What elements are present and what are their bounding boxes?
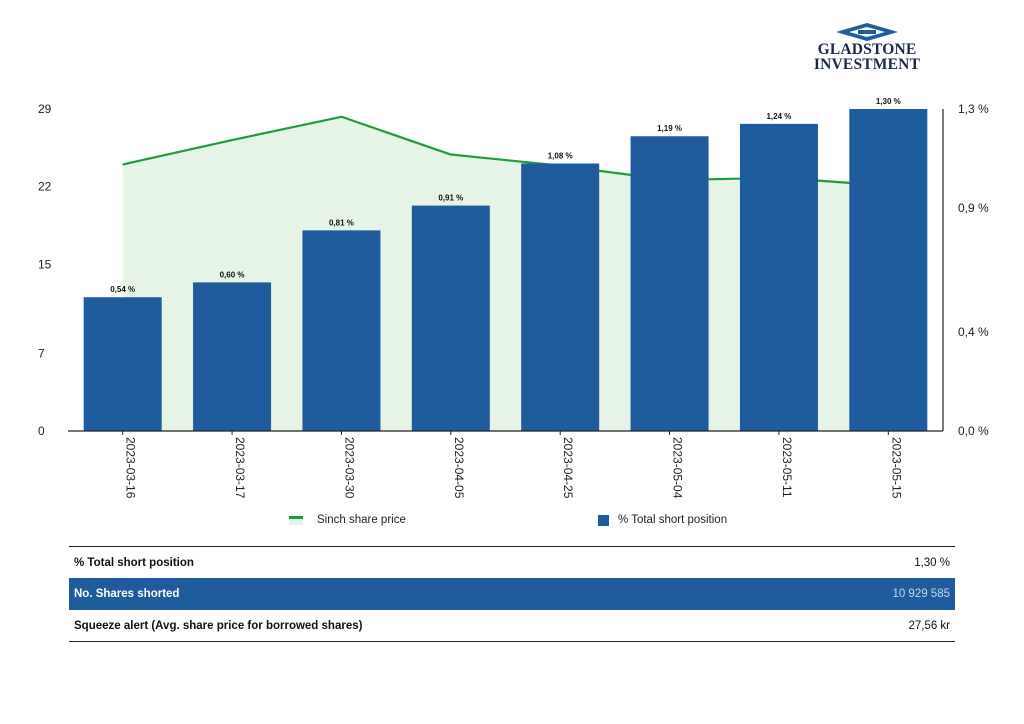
bar-value-label: 0,54 % xyxy=(110,285,135,294)
right-axis-tick-label: 0,0 % xyxy=(958,424,989,438)
x-axis-tick-label: 2023-05-11 xyxy=(780,437,794,498)
short-position-bar xyxy=(630,136,709,431)
short-position-chart: 0,54 % 0,60 % 0,81 % 0,91 % 1,08 % 1,19 % 1,24… xyxy=(38,97,989,499)
left-axis-tick-label: 29 xyxy=(38,102,52,116)
short-position-bar xyxy=(849,109,928,431)
short-position-bar xyxy=(302,230,381,431)
legend-short-position-label: % Total short position xyxy=(618,514,728,526)
x-axis-tick-label: 2023-04-25 xyxy=(561,437,575,499)
legend-share-price-label: Sinch share price xyxy=(317,514,406,526)
stats-table: % Total short position 1,30 % No. Shares… xyxy=(69,546,955,642)
x-axis-tick-label: 2023-03-17 xyxy=(233,437,247,499)
logo-line-1: GLADSTONE xyxy=(817,41,917,58)
stat-row-squeeze-alert: Squeeze alert (Avg. share price for borr… xyxy=(69,610,955,642)
short-position-bar xyxy=(521,163,600,431)
bar-value-label: 1,08 % xyxy=(548,151,573,160)
bar-value-label: 0,81 % xyxy=(329,218,354,227)
stat-value: 10 929 585 xyxy=(892,588,950,600)
x-axis-tick-label: 2023-05-04 xyxy=(671,437,685,499)
legend-share-price: Sinch share price xyxy=(289,514,406,526)
bar-value-label: 1,19 % xyxy=(657,124,682,133)
gladstone-logo-icon xyxy=(836,23,898,41)
left-axis-tick-label: 0 xyxy=(38,424,45,438)
x-axis-tick-label: 2023-03-16 xyxy=(124,437,138,499)
company-logo: GLADSTONE INVESTMENT xyxy=(806,22,928,82)
short-position-bar xyxy=(193,282,272,431)
legend-short-position: % Total short position xyxy=(598,514,727,526)
left-axis-tick-label: 7 xyxy=(38,346,45,360)
stat-label: Squeeze alert (Avg. share price for borr… xyxy=(74,619,363,632)
stat-row-shares-shorted: No. Shares shorted 10 929 585 xyxy=(69,578,955,610)
legend-short-position-swatch xyxy=(598,514,609,526)
bar-value-label: 1,30 % xyxy=(876,97,901,106)
x-axis-tick-label: 2023-05-15 xyxy=(889,437,903,499)
x-axis-tick-label: 2023-03-30 xyxy=(342,437,356,499)
stat-label: No. Shares shorted xyxy=(74,588,180,600)
right-axis-tick-label: 0,9 % xyxy=(958,201,989,215)
right-axis-tick-label: 0,4 % xyxy=(958,325,989,339)
logo-line-2: INVESTMENT xyxy=(813,56,921,73)
legend-share-price-swatch xyxy=(289,515,303,525)
bar-value-label: 0,91 % xyxy=(438,194,463,203)
bar-value-label: 1,24 % xyxy=(766,112,791,121)
stat-label: % Total short position xyxy=(74,556,194,569)
short-position-bar xyxy=(739,123,818,431)
stat-value: 1,30 % xyxy=(914,556,950,569)
bar-value-label: 0,60 % xyxy=(220,270,245,279)
stat-row-short-position: % Total short position 1,30 % xyxy=(69,546,955,578)
short-position-bar xyxy=(83,297,162,431)
stat-value: 27,56 kr xyxy=(908,619,950,632)
x-axis-tick-label: 2023-04-05 xyxy=(452,437,466,499)
right-axis-tick-label: 1,3 % xyxy=(958,102,989,116)
left-axis-tick-label: 22 xyxy=(38,180,52,194)
left-axis-tick-label: 15 xyxy=(38,257,52,271)
short-position-bar xyxy=(411,205,490,431)
